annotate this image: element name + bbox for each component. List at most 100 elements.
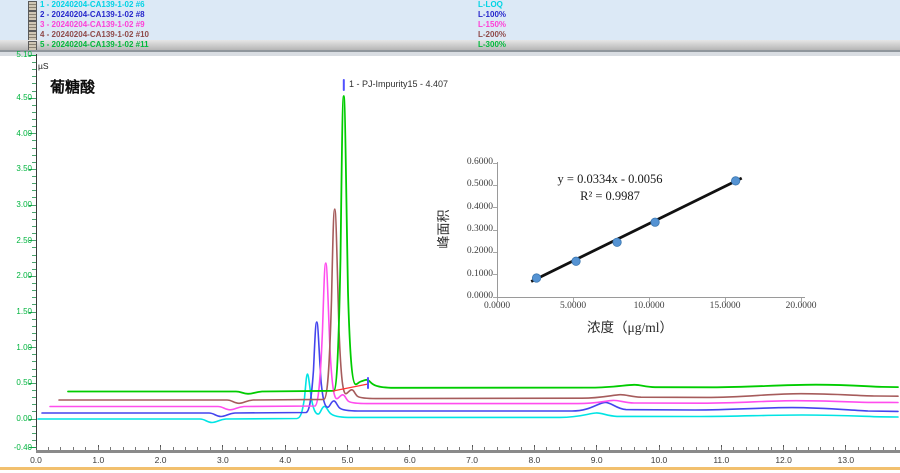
- legend-row-level: L-100%: [478, 10, 507, 19]
- y-minor-tick: [32, 368, 36, 370]
- legend-row-2[interactable]: 2 - 20240204-CA139-1-02 #8 L-100%: [0, 10, 900, 21]
- x-tick-label: 6.0: [403, 455, 416, 465]
- x-minor-tick: [670, 447, 672, 450]
- inset-y-tick: [493, 207, 497, 209]
- inset-x-axis-line: [497, 297, 805, 298]
- inset-y-axis-label: 峰面积: [436, 209, 451, 249]
- x-minor-tick: [783, 447, 785, 450]
- x-minor-tick: [621, 447, 623, 450]
- y-minor-tick: [32, 404, 36, 406]
- x-tick-label: 3.0: [216, 455, 229, 465]
- x-minor-tick: [259, 447, 261, 450]
- y-tick-label: 4.50: [16, 93, 32, 103]
- y-minor-tick: [32, 261, 36, 263]
- y-minor-tick: [32, 161, 36, 163]
- inset-x-tick-label: 15.0000: [709, 301, 741, 311]
- legend-row-level: L-LOQ: [478, 0, 503, 9]
- trace-200: [58, 208, 899, 405]
- y-minor-tick: [32, 425, 36, 427]
- x-minor-tick: [396, 447, 398, 450]
- legend-row-label: 2 - 20240204-CA139-1-02 #8: [40, 10, 145, 19]
- trace-100: [41, 321, 899, 418]
- x-minor-tick: [882, 447, 884, 450]
- data-point: [650, 217, 660, 227]
- inset-x-tick: [648, 298, 650, 302]
- chromatogram-icon: [28, 21, 37, 31]
- legend-row-1[interactable]: 1 - 20240204-CA139-1-02 #6 L-LOQ: [0, 0, 900, 11]
- x-minor-tick: [683, 447, 685, 450]
- legend-separator: [0, 50, 900, 52]
- x-minor-tick: [384, 447, 386, 450]
- x-minor-tick: [521, 447, 523, 450]
- x-minor-tick: [546, 447, 548, 450]
- y-minor-tick: [32, 90, 36, 92]
- x-minor-tick: [284, 447, 286, 450]
- y-minor-tick: [32, 311, 36, 313]
- x-minor-tick: [359, 447, 361, 450]
- x-minor-tick: [571, 447, 573, 450]
- inset-y-tick: [493, 296, 497, 298]
- r-squared-value: R² = 0.9987: [580, 189, 640, 203]
- calibration-plot: [530, 176, 743, 283]
- x-minor-tick: [322, 447, 324, 450]
- x-minor-tick: [633, 447, 635, 450]
- y-minor-tick: [32, 325, 36, 327]
- x-minor-tick: [60, 447, 62, 450]
- x-tick-label: 10.0: [650, 455, 668, 465]
- x-minor-tick: [870, 447, 872, 450]
- x-minor-tick: [646, 447, 648, 450]
- inset-y-tick: [493, 162, 497, 164]
- x-tick-label: 12.0: [775, 455, 792, 465]
- x-tick-label: 9.0: [590, 455, 603, 465]
- x-tick-label: 0.0: [30, 455, 42, 465]
- x-minor-tick: [895, 447, 897, 450]
- legend-row-3[interactable]: 3 - 20240204-CA139-1-02 #9 L-150%: [0, 20, 900, 31]
- x-minor-tick: [309, 447, 311, 450]
- x-minor-tick: [471, 447, 473, 450]
- y-minor-tick: [32, 382, 36, 384]
- y-tick-label: -0.40: [13, 442, 32, 452]
- data-point: [531, 273, 542, 283]
- x-minor-tick: [558, 447, 560, 450]
- x-minor-tick: [720, 447, 722, 450]
- y-minor-tick: [32, 297, 36, 299]
- x-minor-tick: [72, 447, 74, 450]
- x-minor-tick: [110, 447, 112, 450]
- y-minor-tick: [32, 375, 36, 377]
- x-minor-tick: [334, 447, 336, 450]
- x-minor-tick: [421, 447, 423, 450]
- y-minor-tick: [32, 347, 36, 349]
- chromatogram-title: 葡糖酸: [50, 79, 96, 96]
- trace-150: [49, 262, 899, 411]
- x-tick: [35, 445, 37, 450]
- y-minor-tick: [32, 283, 36, 285]
- inset-y-axis-line: [497, 162, 498, 298]
- y-minor-tick: [32, 190, 36, 192]
- x-tick-label: 1.0: [92, 455, 105, 465]
- x-minor-tick: [832, 447, 834, 450]
- chromatogram-icon: [28, 1, 37, 11]
- x-tick-label: 11.0: [713, 455, 730, 465]
- y-tick-label: 1.50: [16, 307, 32, 317]
- x-minor-tick: [297, 447, 299, 450]
- inset-y-tick-label: 0.6000: [466, 157, 493, 167]
- trace-loq: [37, 373, 899, 424]
- y-minor-tick: [32, 204, 36, 206]
- x-minor-tick: [247, 447, 249, 450]
- x-minor-tick: [97, 447, 99, 450]
- x-minor-tick: [533, 447, 535, 450]
- y-minor-tick: [32, 254, 36, 256]
- x-minor-tick: [845, 447, 847, 450]
- data-point: [612, 237, 622, 247]
- y-tick-label: 5.10: [16, 50, 32, 60]
- y-minor-tick: [32, 69, 36, 71]
- y-minor-tick: [32, 168, 36, 170]
- x-minor-tick: [371, 447, 373, 450]
- y-minor-tick: [32, 318, 36, 320]
- y-minor-tick: [32, 290, 36, 292]
- x-minor-tick: [770, 447, 772, 450]
- x-minor-tick: [508, 447, 510, 450]
- y-minor-tick: [32, 154, 36, 156]
- x-minor-tick: [234, 447, 236, 450]
